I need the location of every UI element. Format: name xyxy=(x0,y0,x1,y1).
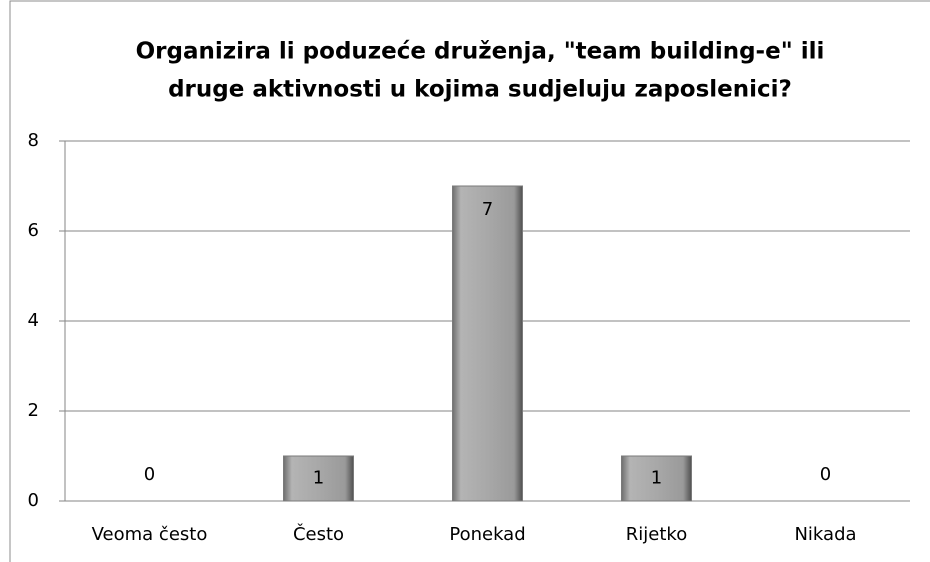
data-label: 1 xyxy=(651,468,662,489)
y-tick-label: 8 xyxy=(28,130,39,151)
bar xyxy=(452,185,523,502)
x-tick-label: Rijetko xyxy=(626,524,687,545)
x-tick-label: Često xyxy=(293,523,344,545)
x-tick-label: Ponekad xyxy=(449,524,525,545)
x-tick-label: Veoma često xyxy=(92,524,208,545)
y-tick-label: 4 xyxy=(28,310,39,331)
data-label: 0 xyxy=(144,464,155,485)
data-label: 7 xyxy=(482,199,493,220)
x-tick-label: Nikada xyxy=(794,524,856,545)
chart-title: druge aktivnosti u kojima sudjeluju zapo… xyxy=(168,77,792,103)
chart-title: Organizira li poduzeće druženja, "team b… xyxy=(136,39,825,65)
y-tick-label: 6 xyxy=(28,220,39,241)
data-label: 0 xyxy=(820,464,831,485)
bar xyxy=(283,455,354,502)
y-tick-label: 2 xyxy=(28,400,39,421)
chart-frame xyxy=(9,0,930,562)
y-tick-label: 0 xyxy=(28,490,39,511)
bar xyxy=(621,455,692,502)
data-label: 1 xyxy=(313,468,324,489)
